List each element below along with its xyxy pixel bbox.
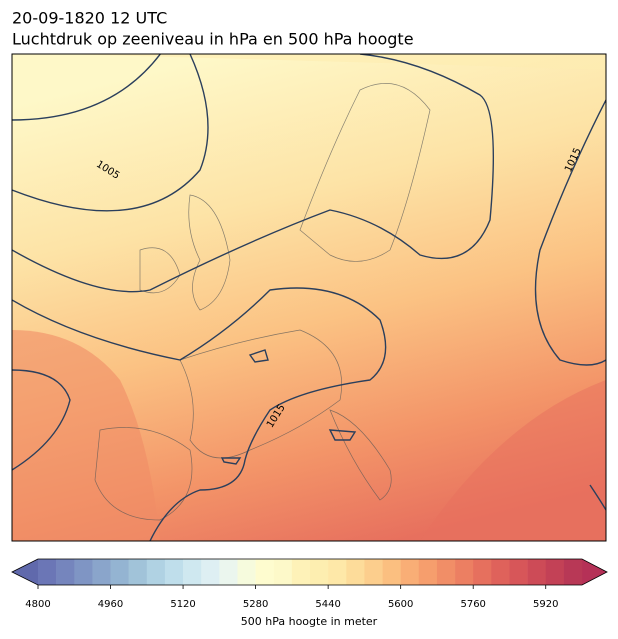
colorbar-swatch <box>255 559 275 585</box>
colorbar-label: 500 hPa hoogte in meter <box>241 615 378 628</box>
warm-area <box>420 380 606 541</box>
colorbar-swatch <box>201 559 220 585</box>
colorbar-swatch <box>418 559 438 585</box>
colorbar-swatch <box>74 559 93 585</box>
colorbar-swatch <box>183 559 202 585</box>
colorbar-swatch <box>491 559 510 585</box>
colorbar-swatch <box>509 559 528 585</box>
colorbar-swatch <box>128 559 148 585</box>
colorbar-swatch <box>545 559 565 585</box>
colorbar-tick-label: 4800 <box>25 599 50 610</box>
isobars <box>12 54 606 541</box>
colorbar-swatch <box>346 559 365 585</box>
colorbar-swatch <box>92 559 111 585</box>
colorbar-swatch <box>38 559 57 585</box>
colorbar-tick-label: 5600 <box>388 599 413 610</box>
colorbar-swatch <box>110 559 129 585</box>
map-frame <box>11 53 607 542</box>
cool-area <box>60 54 606 70</box>
colorbar-tick-label: 4960 <box>98 599 123 610</box>
colorbar-swatch <box>436 559 456 585</box>
colorbar-swatch <box>563 559 583 585</box>
map <box>12 54 606 541</box>
colorbar-tick-label: 5440 <box>315 599 340 610</box>
colorbar-swatch <box>219 559 238 585</box>
colorbar-swatch <box>473 559 492 585</box>
coastlines <box>94 83 431 521</box>
colorbar-swatch <box>146 559 166 585</box>
colorbar-swatch <box>400 559 420 585</box>
colorbar-tick-label: 5760 <box>460 599 485 610</box>
colorbar-tick-label: 5120 <box>170 599 195 610</box>
warm-area <box>12 330 160 541</box>
title: 20-09-1820 12 UTC <box>12 9 167 28</box>
colorbar-swatch <box>273 559 293 585</box>
colorbar-outline <box>11 558 608 586</box>
colorbar-tick-label: 5280 <box>243 599 268 610</box>
colorbar-swatch <box>237 559 256 585</box>
colorbar-swatch <box>382 559 401 585</box>
subtitle: Luchtdruk op zeeniveau in hPa en 500 hPa… <box>12 30 414 49</box>
colorbar-swatch <box>527 559 547 585</box>
colorbar-extend-low <box>12 559 38 585</box>
colorbar-swatch <box>164 559 184 585</box>
colorbar-swatch <box>56 559 75 585</box>
colorbar-swatch <box>328 559 347 585</box>
colorbar-swatch <box>364 559 383 585</box>
colorbar-swatch <box>310 559 329 585</box>
colorbar-swatch <box>291 559 311 585</box>
colorbar-extend-high <box>582 559 607 585</box>
colorbar-tick-label: 5920 <box>533 599 558 610</box>
colorbar-swatch <box>455 559 474 585</box>
colorbar: 4800 4960 5120 5280 5440 5600 5760 5920 <box>11 558 608 610</box>
